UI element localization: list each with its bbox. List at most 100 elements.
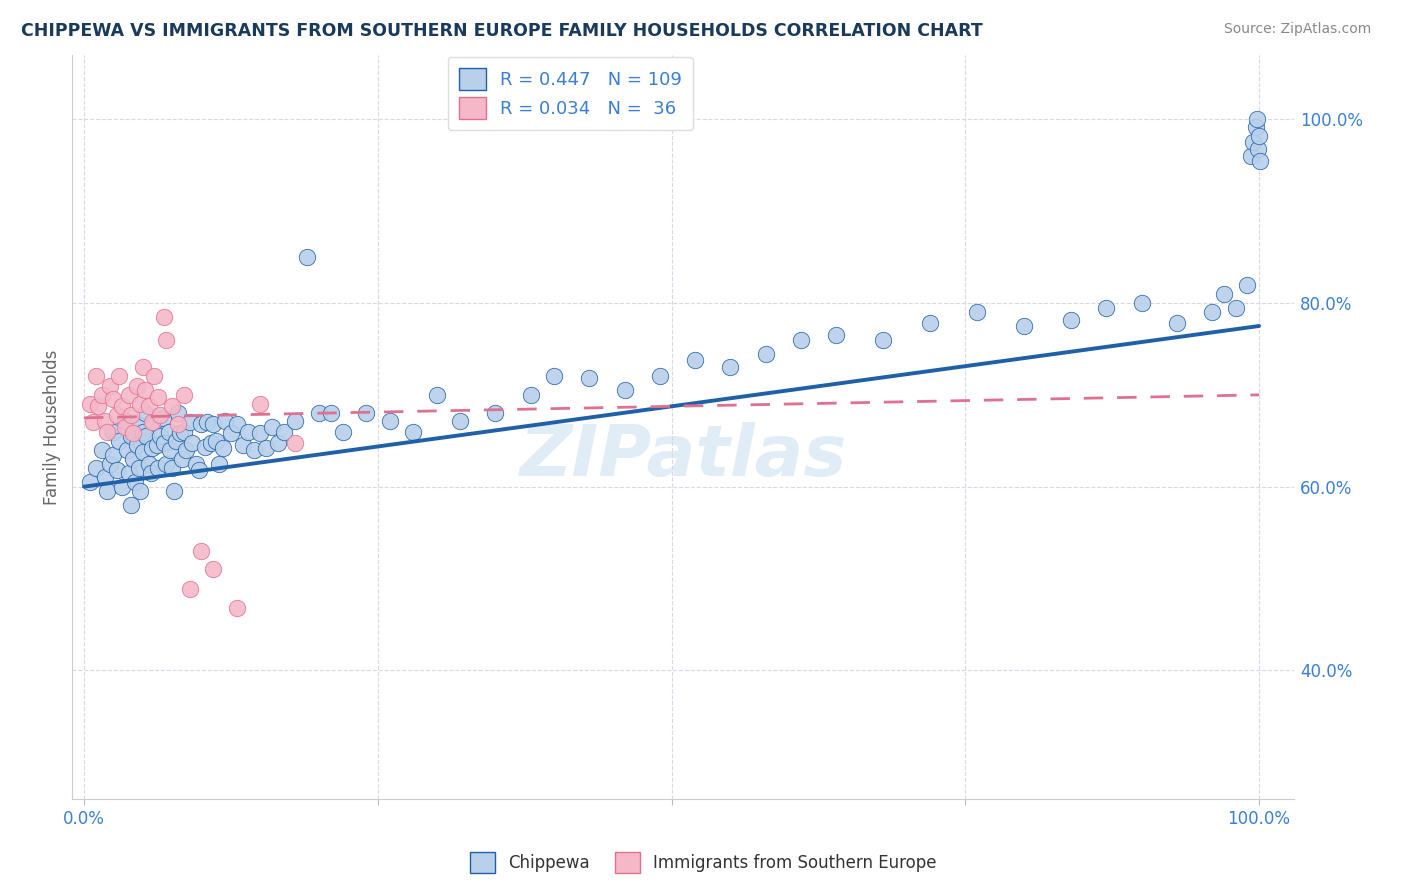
Point [1249,153,1271,168]
Point [139,466,162,480]
Point [84,461,107,475]
Point [132,360,155,375]
Point [98,378,121,392]
Point [208,457,231,471]
Point [1246,112,1268,127]
Point [484,406,506,420]
Point [1095,301,1118,315]
Point [155,457,177,471]
Point [138,457,160,471]
Point [134,384,156,398]
Point [1130,296,1153,310]
Point [449,413,471,427]
Point [332,425,354,439]
Point [138,399,160,413]
Point [120,429,142,443]
Point [188,463,211,477]
Point [141,416,163,430]
Point [159,442,181,457]
Point [110,480,132,494]
Point [267,435,290,450]
Point [129,484,152,499]
Point [114,413,136,427]
Point [179,582,201,597]
Point [160,399,183,413]
Point [117,388,139,402]
Point [110,399,132,413]
Point [173,388,195,402]
Point [225,600,247,615]
Point [354,406,377,420]
Point [155,333,177,347]
Point [718,360,741,375]
Point [238,425,260,439]
Point [308,406,330,420]
Point [146,461,169,475]
Point [94,413,117,427]
Point [96,425,118,439]
Text: ZIPatlas: ZIPatlas [520,422,846,491]
Point [825,328,848,343]
Point [160,461,183,475]
Point [179,416,201,430]
Point [167,406,190,420]
Point [90,442,112,457]
Point [125,417,148,432]
Point [87,399,110,413]
Point [146,390,169,404]
Point [1236,277,1258,292]
Point [273,425,295,439]
Point [146,438,169,452]
Point [219,426,242,441]
Point [202,417,225,432]
Point [170,452,193,467]
Point [114,420,136,434]
Point [181,435,204,450]
Point [1212,286,1234,301]
Point [211,441,233,455]
Point [143,369,166,384]
Point [125,378,148,392]
Point [194,440,217,454]
Point [1201,305,1223,319]
Point [190,417,212,432]
Point [683,353,706,368]
Point [94,470,117,484]
Point [135,429,157,443]
Point [103,425,125,439]
Point [125,438,148,452]
Point [169,426,191,441]
Point [84,369,107,384]
Point [82,416,104,430]
Point [1225,301,1247,315]
Point [1012,318,1035,333]
Point [165,434,187,448]
Point [613,384,636,398]
Point [98,457,121,471]
Point [284,413,307,427]
Point [243,442,266,457]
Point [1060,312,1083,326]
Point [149,408,172,422]
Point [1241,136,1264,150]
Point [378,413,401,427]
Point [149,429,172,443]
Point [190,544,212,558]
Point [754,346,776,360]
Point [966,305,988,319]
Point [918,316,941,330]
Point [143,416,166,430]
Point [174,442,197,457]
Point [648,369,671,384]
Point [124,475,146,489]
Point [1247,142,1270,156]
Point [200,435,222,450]
Point [122,452,145,467]
Point [108,369,131,384]
Point [519,388,541,402]
Point [153,435,176,450]
Point [1244,120,1267,134]
Point [103,448,125,462]
Point [132,425,155,439]
Point [260,420,283,434]
